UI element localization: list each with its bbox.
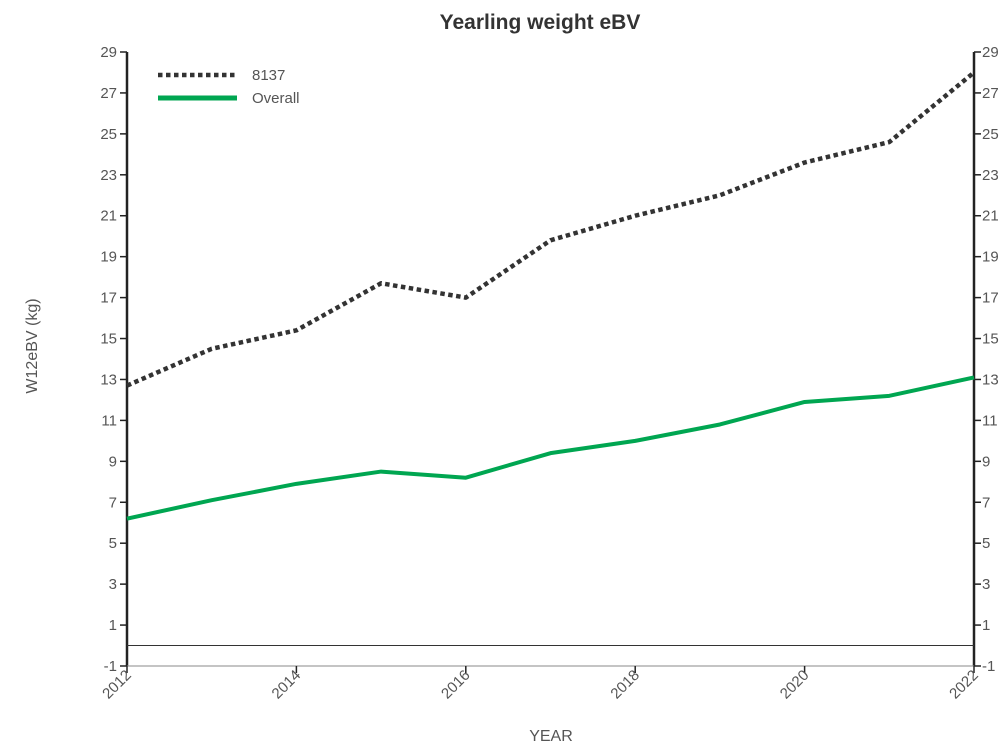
series-line-overall bbox=[126, 375, 975, 521]
y-tick-label-right: 9 bbox=[982, 453, 990, 470]
y-tick-label-right: 5 bbox=[982, 535, 990, 552]
series-line-8137 bbox=[126, 70, 976, 388]
y-tick-label-right: 11 bbox=[982, 412, 998, 429]
y-tick-label-right: 13 bbox=[982, 371, 999, 388]
y-tick-label-left: 19 bbox=[100, 249, 117, 266]
y-tick-label-right: 17 bbox=[982, 290, 999, 307]
y-tick-label-right: 27 bbox=[982, 85, 999, 102]
x-tick-label: 2018 bbox=[607, 667, 643, 703]
y-tick-label-left: 5 bbox=[109, 535, 117, 552]
y-tick-label-left: 9 bbox=[109, 453, 117, 470]
legend-label-overall: Overall bbox=[252, 90, 300, 107]
y-tick-label-left: 15 bbox=[100, 331, 117, 348]
y-tick-label-right: 1 bbox=[982, 617, 990, 634]
x-tick-label: 2022 bbox=[946, 667, 982, 703]
y-tick-label-left: 11 bbox=[101, 412, 117, 429]
x-tick-label: 2014 bbox=[269, 667, 305, 703]
chart-title: Yearling weight eBV bbox=[440, 11, 641, 34]
legend-label-8137: 8137 bbox=[252, 67, 285, 84]
y-tick-label-right: 15 bbox=[982, 331, 999, 348]
x-tick-label: 2016 bbox=[438, 667, 474, 703]
y-tick-label-left: 1 bbox=[109, 617, 117, 634]
y-tick-label-right: 23 bbox=[982, 167, 999, 184]
x-axis-label: YEAR bbox=[529, 728, 573, 745]
y-axis-label: W12eBV (kg) bbox=[24, 298, 41, 393]
y-tick-label-left: 25 bbox=[100, 126, 117, 143]
x-tick-label: 2020 bbox=[777, 667, 813, 703]
y-tick-label-left: 3 bbox=[109, 576, 117, 593]
y-tick-label-left: 27 bbox=[100, 85, 117, 102]
y-tick-label-left: 7 bbox=[109, 494, 117, 511]
y-tick-label-right: 21 bbox=[982, 208, 999, 225]
y-tick-label-left: -1 bbox=[104, 658, 117, 675]
y-tick-label-right: 3 bbox=[982, 576, 990, 593]
y-tick-label-right: -1 bbox=[982, 658, 995, 675]
y-tick-label-left: 21 bbox=[100, 208, 117, 225]
y-tick-label-left: 23 bbox=[100, 167, 117, 184]
y-tick-label-left: 17 bbox=[100, 290, 117, 307]
y-tick-label-right: 7 bbox=[982, 494, 990, 511]
legend: 8137 Overall bbox=[158, 67, 300, 107]
y-tick-label-left: 13 bbox=[100, 371, 117, 388]
series-layer bbox=[126, 70, 976, 521]
y-tick-label-right: 19 bbox=[982, 249, 999, 266]
y-tick-label-right: 25 bbox=[982, 126, 999, 143]
y-tick-label-left: 29 bbox=[100, 44, 117, 61]
y-tick-label-right: 29 bbox=[982, 44, 999, 61]
